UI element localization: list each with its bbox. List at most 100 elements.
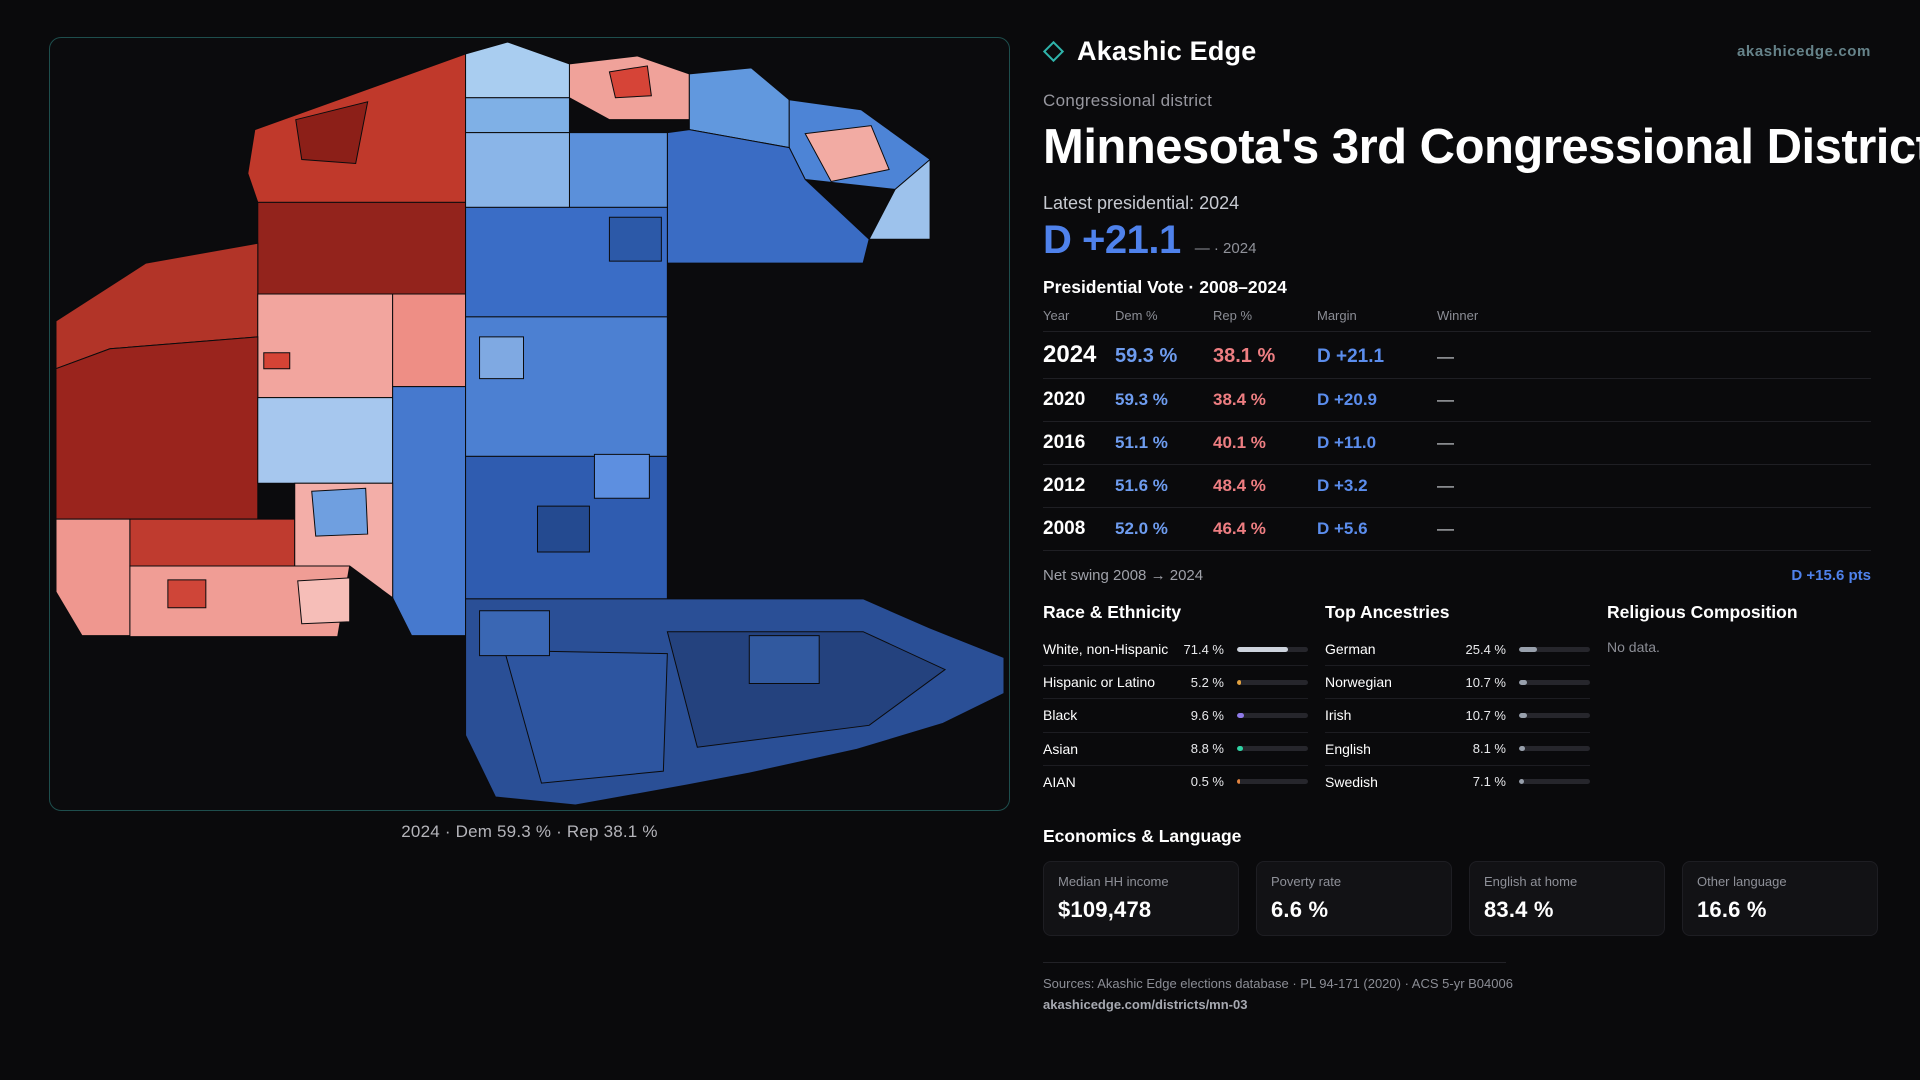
map-precinct-region[interactable] — [465, 97, 570, 134]
religion-column: Religious Composition No data. — [1607, 602, 1871, 798]
demographic-bar-track — [1237, 646, 1308, 652]
map-precinct-region[interactable] — [263, 352, 291, 370]
demographic-bar-track — [1519, 746, 1590, 752]
vote-cell-dem: 51.6 % — [1115, 476, 1168, 495]
map-precinct-region[interactable] — [479, 336, 525, 380]
vote-cell-year: 2016 — [1043, 432, 1086, 453]
stat-value: 6.6 % — [1271, 896, 1329, 922]
vote-cell-dem: 59.3 % — [1115, 345, 1178, 367]
vote-cell-year: 2020 — [1043, 389, 1086, 410]
map-precinct-region[interactable] — [257, 293, 394, 399]
map-precinct-region[interactable] — [465, 41, 570, 99]
demographic-bar-track — [1237, 779, 1308, 785]
demographic-bar-fill — [1237, 712, 1244, 718]
brand-diamond-icon — [1042, 40, 1065, 63]
demographic-bar-fill — [1519, 646, 1538, 652]
map-precinct-region[interactable] — [608, 65, 652, 99]
map-precinct-region[interactable] — [297, 577, 351, 625]
demographic-row: Black 9.6 % — [1043, 699, 1308, 733]
religion-title: Religious Composition — [1607, 602, 1798, 622]
net-swing-value: D +15.6 pts — [1791, 567, 1871, 584]
demographic-row: Norwegian 10.7 % — [1325, 666, 1590, 700]
vote-cell-winner: — — [1437, 476, 1454, 495]
stat-label: Median HH income — [1058, 873, 1169, 889]
map-precinct-region[interactable] — [868, 158, 931, 240]
vote-cell-winner: — — [1437, 433, 1454, 452]
vote-cell-dem: 51.1 % — [1115, 433, 1168, 452]
religion-empty-state: No data. — [1607, 639, 1660, 655]
demographic-row: Asian 8.8 % — [1043, 733, 1308, 766]
vote-cell-rep: 38.4 % — [1213, 390, 1266, 409]
headline-margin-note: — · 2024 — [1194, 240, 1257, 257]
vote-table-header: Year Dem % Rep % Margin Winner — [1043, 306, 1871, 331]
map-precinct-region[interactable] — [666, 129, 870, 264]
map-precinct-region[interactable] — [55, 518, 131, 637]
footer: Sources: Akashic Edge elections database… — [1043, 961, 1920, 1012]
vote-cell-dem: 59.3 % — [1115, 390, 1168, 409]
demographic-bar-track — [1519, 779, 1590, 785]
vote-column-header: Winner — [1437, 308, 1479, 323]
demographic-bar-fill — [1237, 746, 1244, 752]
map-precinct-region[interactable] — [167, 579, 207, 609]
map-precinct-region[interactable] — [593, 453, 650, 499]
map-precinct-region[interactable] — [748, 635, 820, 684]
demographic-bar-track — [1237, 712, 1308, 718]
map-precinct-region[interactable] — [392, 293, 467, 388]
map-precinct-region[interactable] — [311, 487, 369, 537]
demographic-bar-fill — [1237, 779, 1240, 785]
stat-label: English at home — [1484, 873, 1578, 889]
demographic-bar-fill — [1519, 712, 1527, 718]
vote-cell-winner: — — [1437, 519, 1454, 538]
demographic-bar-fill — [1519, 746, 1525, 752]
vote-cell-year: 2012 — [1043, 475, 1086, 496]
vote-cell-margin: D +5.6 — [1317, 519, 1368, 538]
map-precinct-region[interactable] — [465, 132, 570, 208]
headline-margin: D +21.1 — · 2024 — [1043, 218, 1920, 263]
permalink-link[interactable]: akashicedge.com/districts/mn-03 — [1043, 996, 1248, 1012]
district-map-svg — [55, 41, 1005, 806]
race-ethnicity-title: Race & Ethnicity — [1043, 602, 1182, 622]
map-precinct-region[interactable] — [536, 505, 590, 553]
map-precinct-region[interactable] — [804, 125, 890, 183]
map-precinct-region[interactable] — [257, 397, 394, 484]
map-precinct-region[interactable] — [392, 386, 467, 637]
demographic-value: 25.4 % — [1465, 641, 1506, 657]
demographic-row: Irish 10.7 % — [1325, 699, 1590, 733]
map-precinct-region[interactable] — [479, 610, 550, 657]
sources-text: Sources: Akashic Edge elections database… — [1043, 975, 1513, 991]
vote-cell-rep: 46.4 % — [1213, 519, 1266, 538]
demographic-label: Irish — [1325, 707, 1352, 724]
map-precinct-region[interactable] — [608, 216, 662, 262]
map-precinct-region[interactable] — [257, 201, 467, 295]
district-map-panel — [49, 37, 1010, 811]
demographic-bar-track — [1519, 712, 1590, 718]
demographic-value: 7.1 % — [1472, 774, 1506, 790]
demographic-bar-fill — [1519, 779, 1525, 785]
vote-row-2024: 2024 59.3 % 38.1 % D +21.1 — — [1043, 331, 1871, 378]
demographic-bar-track — [1237, 679, 1308, 685]
demographic-label: Asian — [1043, 740, 1079, 757]
map-precinct-region[interactable] — [568, 132, 668, 208]
footer-divider — [1043, 961, 1506, 963]
vote-cell-rep: 48.4 % — [1213, 476, 1266, 495]
demographic-label: White, non-Hispanic — [1043, 641, 1169, 657]
demographic-value: 8.1 % — [1472, 741, 1506, 757]
race-ethnicity-column: Race & Ethnicity White, non-Hispanic 71.4… — [1043, 602, 1308, 798]
demographic-label: English — [1325, 740, 1371, 757]
demographic-value: 10.7 % — [1465, 707, 1506, 723]
demographic-label: German — [1325, 641, 1376, 657]
map-precinct-region[interactable] — [129, 518, 296, 567]
vote-cell-winner: — — [1437, 390, 1454, 409]
map-precinct-region[interactable] — [666, 631, 947, 748]
brand-row: Akashic Edge akashicedge.com — [1042, 36, 1871, 67]
demographic-bar-fill — [1237, 679, 1241, 685]
stat-card: English at home 83.4 % — [1469, 860, 1665, 936]
map-precinct-region[interactable] — [503, 650, 668, 784]
demographic-label: Black — [1043, 707, 1078, 724]
vote-cell-margin: D +3.2 — [1317, 476, 1368, 495]
headline-margin-value: D +21.1 — [1043, 218, 1181, 262]
map-precinct-region[interactable] — [55, 336, 259, 520]
map-precinct-region[interactable] — [295, 101, 369, 165]
demographic-row: White, non-Hispanic 71.4 % — [1043, 633, 1308, 667]
brand-domain-link[interactable]: akashicedge.com — [1736, 43, 1871, 60]
